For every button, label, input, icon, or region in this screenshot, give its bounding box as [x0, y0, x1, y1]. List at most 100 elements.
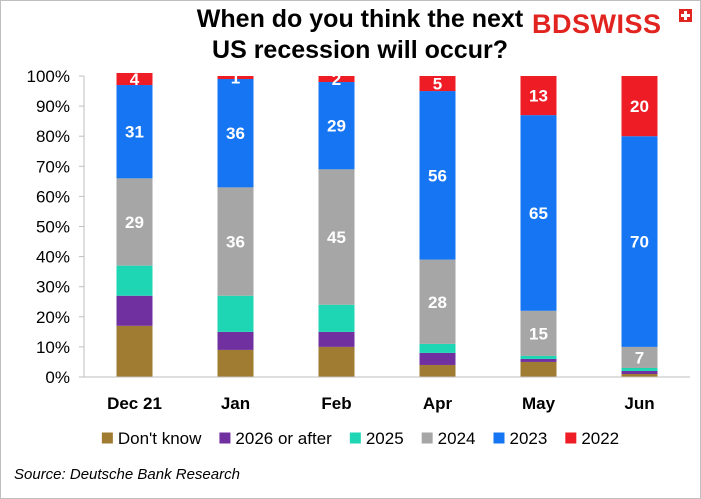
bar-segment: [116, 72, 153, 86]
bar-segment: [116, 295, 153, 326]
data-label: 65: [529, 204, 548, 223]
y-tick-label: 10%: [36, 338, 70, 357]
legend-swatch: [219, 432, 231, 444]
legend-label: Don't know: [118, 429, 202, 448]
y-axis: 0% 10% 20% 30% 40% 50% 60% 70% 80% 90% 100%: [27, 67, 85, 387]
legend-label: 2026 or after: [235, 429, 332, 448]
data-label: 2: [332, 70, 341, 89]
bar-segment: [419, 259, 456, 344]
bar-segment: [520, 361, 557, 377]
data-label: 31: [125, 123, 144, 142]
legend-swatch: [493, 432, 505, 444]
legend-swatch: [421, 432, 433, 444]
x-axis: Dec 21 Jan Feb Apr May Jun: [84, 376, 690, 413]
bar-segment: [419, 91, 456, 260]
y-tick-label: 50%: [36, 218, 70, 237]
y-tick-label: 40%: [36, 248, 70, 267]
y-tick-label: 60%: [36, 187, 70, 206]
legend-item: 2023: [493, 429, 547, 448]
data-label: 5: [433, 75, 442, 94]
bar-segment: [217, 79, 254, 188]
y-tick-label: 70%: [36, 157, 70, 176]
legend-label: 2022: [581, 429, 619, 448]
legend-label: 2024: [438, 429, 476, 448]
legend-label: 2023: [509, 429, 547, 448]
data-label: 15: [529, 324, 548, 343]
bar-segment: [419, 76, 456, 92]
bar-segment: [621, 136, 658, 347]
data-label: 70: [630, 233, 649, 252]
bar-segment: [621, 346, 658, 368]
y-tick-label: 100%: [27, 67, 70, 86]
legend-item: 2022: [565, 429, 619, 448]
bar-segment: [520, 355, 557, 359]
bar-segment: [217, 76, 254, 80]
x-category-label: Dec 21: [107, 394, 162, 413]
y-tick-label: 80%: [36, 127, 70, 146]
bar-segment: [116, 178, 153, 266]
source-note: Source: Deutsche Bank Research: [14, 466, 240, 483]
x-category-label: Apr: [423, 394, 453, 413]
legend-item: 2024: [421, 429, 476, 448]
data-label: 29: [125, 213, 144, 232]
bar-segment: [318, 76, 355, 83]
bar-segment: [520, 310, 557, 356]
y-tick-label: 90%: [36, 97, 70, 116]
legend-item: 2026 or after: [219, 429, 332, 448]
legend-item: Don't know: [101, 429, 202, 448]
data-label: 36: [226, 124, 245, 143]
bar-segment: [419, 364, 456, 377]
data-label: 56: [428, 166, 447, 185]
bar-segment: [621, 370, 658, 374]
bar-segment: [520, 76, 557, 116]
legend-swatch: [349, 432, 361, 444]
bars: 29 31 4 36 36 1 45 29 2 28 56 5 15 65 13 7 70 20: [116, 69, 658, 377]
y-tick-label: 0%: [45, 368, 70, 387]
legend: Don't know 2026 or after 2025 2024 2023 2022: [101, 429, 619, 448]
bar-segment: [116, 85, 153, 179]
title-line-2: US recession will occur?: [212, 36, 508, 64]
y-tick-label: 30%: [36, 278, 70, 297]
chart-title: When do you think the next US recession …: [120, 4, 600, 66]
data-label: 13: [529, 87, 548, 106]
swiss-cross-icon: [679, 9, 692, 22]
bar-segment: [318, 331, 355, 347]
x-category-label: May: [522, 394, 556, 413]
data-label: 20: [630, 97, 649, 116]
x-category-label: Jan: [221, 394, 250, 413]
x-category-label: Jun: [624, 394, 654, 413]
data-label: 7: [635, 348, 644, 367]
bar-segment: [217, 187, 254, 296]
bar-segment: [116, 265, 153, 296]
bar-segment: [621, 76, 658, 137]
x-category-label: Feb: [321, 394, 351, 413]
data-label: 45: [327, 228, 346, 247]
bar-segment: [318, 304, 355, 332]
y-tick-label: 20%: [36, 308, 70, 327]
bdswiss-logo: BDSWISS: [532, 9, 662, 39]
data-label: 28: [428, 293, 447, 312]
bar-segment: [217, 331, 254, 350]
data-label: 29: [327, 117, 346, 136]
bar-segment: [318, 169, 355, 305]
legend-swatch: [101, 432, 113, 444]
bar-segment: [621, 373, 658, 377]
bar-segment: [621, 367, 658, 371]
bar-segment: [419, 352, 456, 365]
bar-segment: [419, 343, 456, 353]
data-label: 1: [231, 69, 240, 88]
bar-segment: [217, 349, 254, 377]
bar-segment: [217, 295, 254, 332]
bar-segment: [520, 358, 557, 362]
bar-segment: [318, 82, 355, 170]
title-line-1: When do you think the next: [196, 5, 524, 33]
bar-segment: [116, 325, 153, 377]
legend-label: 2025: [366, 429, 404, 448]
data-label: 36: [226, 233, 245, 252]
legend-swatch: [565, 432, 577, 444]
legend-item: 2025: [349, 429, 404, 448]
data-label: 4: [130, 70, 140, 89]
bar-segment: [520, 115, 557, 311]
bar-segment: [318, 346, 355, 377]
